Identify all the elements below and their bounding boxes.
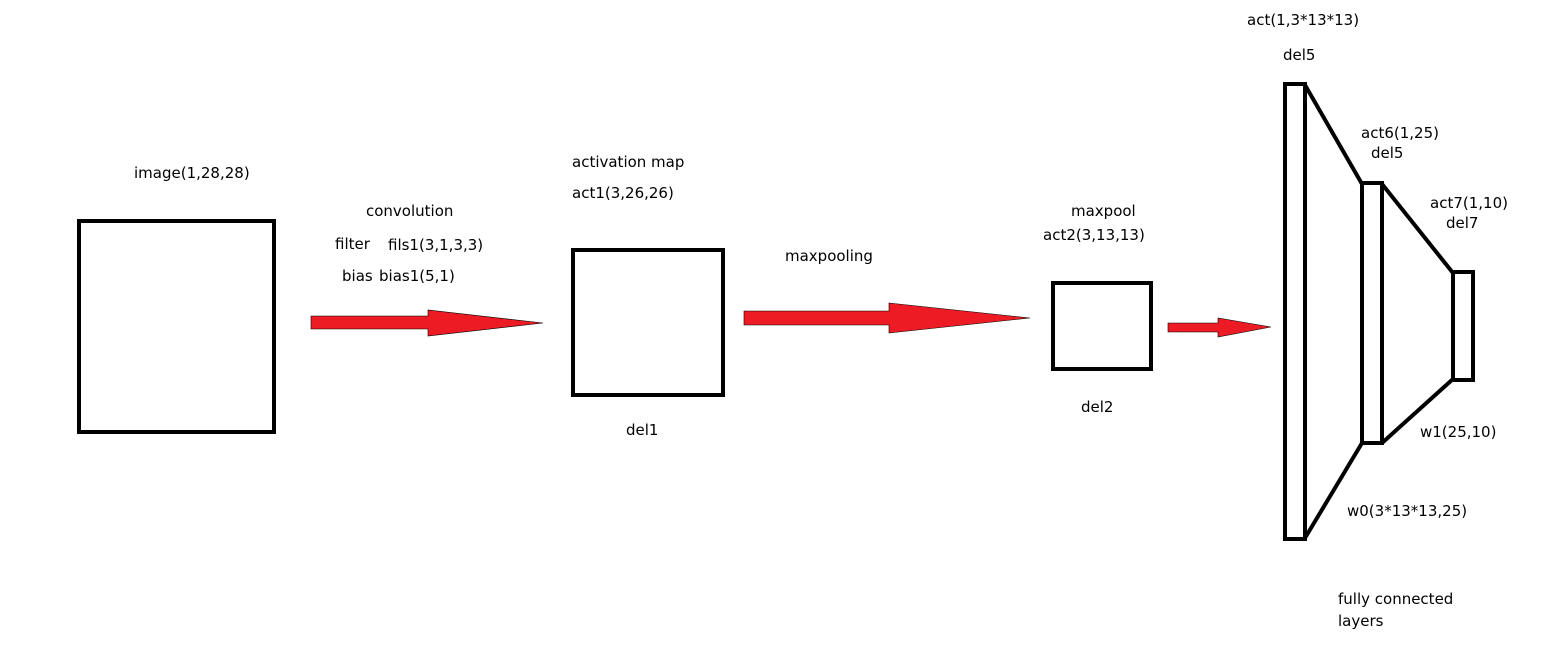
maxpool-label: maxpool xyxy=(1071,202,1136,220)
del7-label: del7 xyxy=(1446,214,1479,232)
activation-map-box xyxy=(571,248,725,397)
filter-value-label: fils1(3,1,3,3) xyxy=(388,236,484,254)
del5-top-label: del5 xyxy=(1283,46,1316,64)
maxpooling-label: maxpooling xyxy=(785,247,873,265)
act1-label: act1(3,26,26) xyxy=(572,184,674,202)
convolution-arrow xyxy=(310,309,544,337)
act2-label: act2(3,13,13) xyxy=(1043,226,1145,244)
w1-connection-bottom xyxy=(1380,377,1455,445)
act-flat-label: act(1,3*13*13) xyxy=(1247,11,1360,29)
maxpool-box xyxy=(1051,281,1153,371)
del5-mid-label: del5 xyxy=(1371,144,1404,162)
image-label: image(1,28,28) xyxy=(134,164,250,182)
w1-label: w1(25,10) xyxy=(1420,423,1497,441)
act6-label: act6(1,25) xyxy=(1361,124,1439,142)
fully-connected-label: fully connected xyxy=(1338,590,1454,608)
act7-label: act7(1,10) xyxy=(1430,194,1508,212)
bias-word-label: bias xyxy=(342,267,373,285)
convolution-label: convolution xyxy=(366,202,454,220)
fc-arrow xyxy=(1167,317,1272,338)
del2-label: del2 xyxy=(1081,398,1114,416)
w0-connection-top xyxy=(1303,84,1364,185)
w0-label: w0(3*13*13,25) xyxy=(1347,502,1468,520)
fc-layer-output-bar xyxy=(1451,270,1475,382)
w1-connection-top xyxy=(1380,182,1455,275)
w0-connection-bottom xyxy=(1303,441,1364,540)
del1-label: del1 xyxy=(626,421,659,439)
layers-label: layers xyxy=(1338,612,1384,630)
fc-layer-input-bar xyxy=(1283,82,1307,541)
maxpooling-arrow xyxy=(743,302,1031,334)
bias-value-label: bias1(5,1) xyxy=(379,267,455,285)
fc-layer-hidden-bar xyxy=(1360,181,1384,445)
activation-map-label: activation map xyxy=(572,153,685,171)
image-box xyxy=(77,219,276,434)
filter-word-label: filter xyxy=(335,235,370,253)
